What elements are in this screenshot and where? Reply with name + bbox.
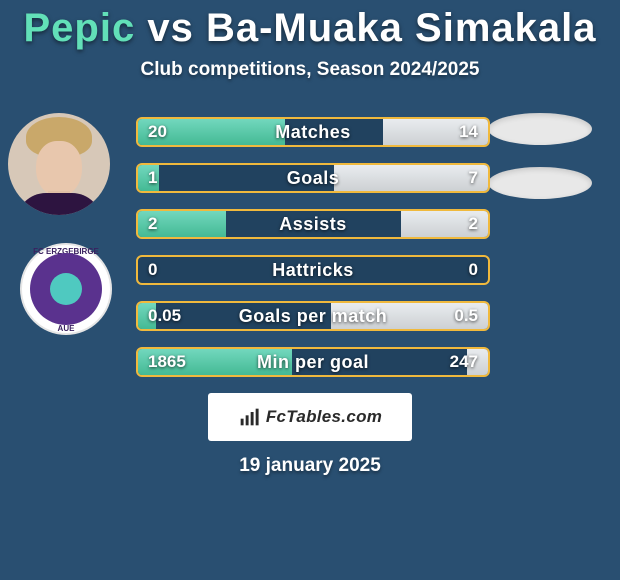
vs-separator: vs [147, 6, 194, 50]
stat-value-left: 0 [138, 260, 196, 280]
footer-date: 19 january 2025 [0, 455, 620, 477]
stat-bars: 20Matches141Goals72Assists20Hattricks00.… [136, 117, 490, 377]
source-badge: FcTables.com [208, 393, 412, 441]
stat-value-left: 0.05 [138, 306, 196, 326]
right-column [488, 113, 608, 199]
stat-value-right: 2 [430, 214, 488, 234]
stat-row: 2Assists2 [136, 209, 490, 239]
stat-value-right: 0 [430, 260, 488, 280]
comparison-content: FC ERZGEBIRGE AUE 20Matches141Goals72Ass… [0, 117, 620, 377]
stat-value-right: 0.5 [430, 306, 488, 326]
player2-name: Ba-Muaka Simakala [206, 6, 597, 50]
stat-row: 0Hattricks0 [136, 255, 490, 285]
stat-row: 1Goals7 [136, 163, 490, 193]
stat-value-left: 1865 [138, 352, 196, 372]
player2-avatar-placeholder [488, 113, 592, 145]
stat-label: Assists [196, 214, 430, 235]
stat-label: Goals [196, 168, 430, 189]
stat-label: Goals per match [196, 306, 430, 327]
stat-value-left: 2 [138, 214, 196, 234]
stat-row: 1865Min per goal247 [136, 347, 490, 377]
crest-bottom-text: AUE [20, 324, 112, 333]
player2-crest-placeholder [488, 167, 592, 199]
stat-value-right: 7 [430, 168, 488, 188]
stat-label: Matches [196, 122, 430, 143]
subtitle: Club competitions, Season 2024/2025 [0, 59, 620, 81]
stat-row: 0.05Goals per match0.5 [136, 301, 490, 331]
left-column: FC ERZGEBIRGE AUE [8, 113, 118, 335]
brand-text: FcTables.com [266, 407, 382, 427]
stat-value-left: 20 [138, 122, 196, 142]
stat-label: Min per goal [196, 352, 430, 373]
player1-avatar [8, 113, 110, 215]
stat-label: Hattricks [196, 260, 430, 281]
stat-value-left: 1 [138, 168, 196, 188]
stat-value-right: 14 [430, 122, 488, 142]
stat-value-right: 247 [430, 352, 488, 372]
player1-name: Pepic [24, 6, 136, 50]
club-crest: FC ERZGEBIRGE AUE [20, 243, 112, 335]
chart-icon [238, 407, 260, 427]
stat-row: 20Matches14 [136, 117, 490, 147]
page-title: Pepic vs Ba-Muaka Simakala [0, 0, 620, 51]
